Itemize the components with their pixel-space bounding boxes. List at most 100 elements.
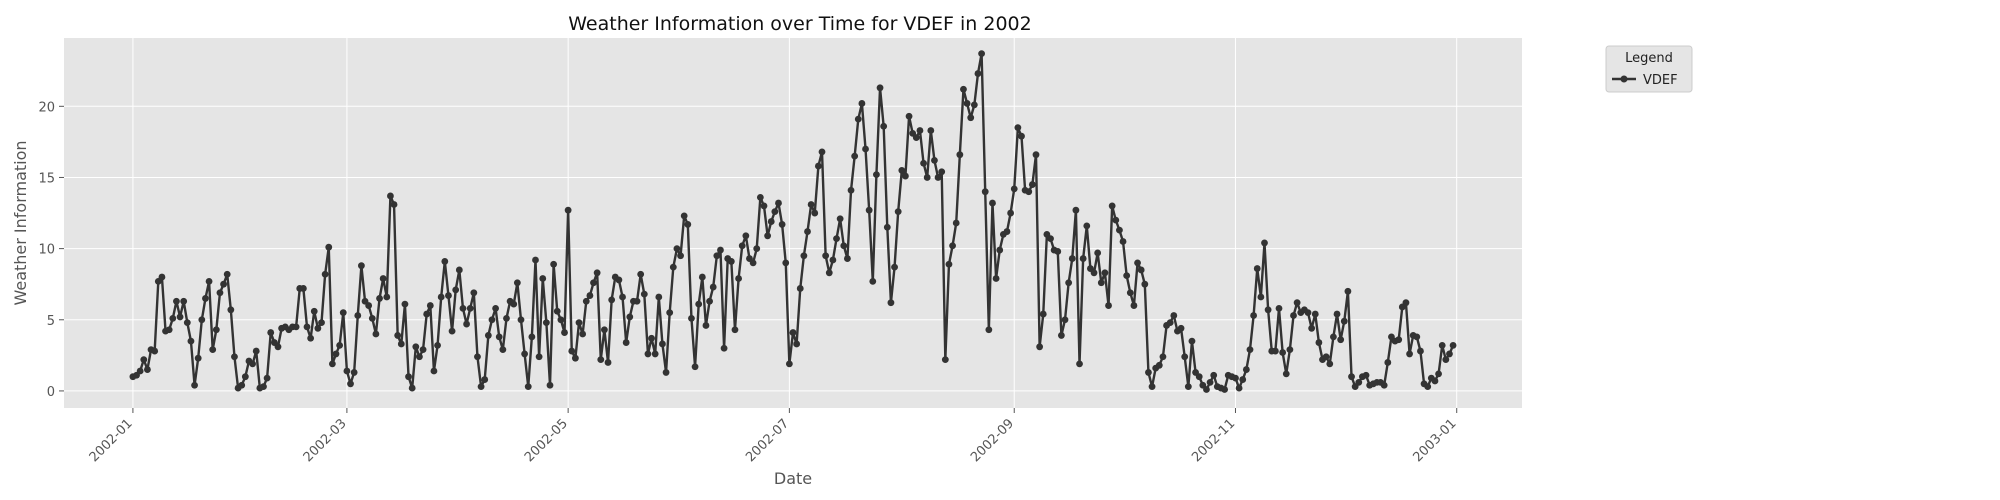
data-point [858,100,866,107]
data-point [455,266,463,274]
data-point [844,255,851,262]
data-point [448,327,456,335]
data-point [1068,255,1076,262]
data-point [1141,280,1149,288]
data-point [463,320,470,328]
data-point [513,279,521,287]
data-point [209,346,217,354]
data-point [365,302,373,309]
data-point [238,381,246,389]
y-tick-label: 10 [38,243,55,258]
x-tick-label: 2002-07 [743,416,792,465]
data-point [1047,235,1054,243]
data-point [934,174,942,181]
data-point [804,228,811,235]
data-point [1330,333,1337,341]
data-point [212,326,220,334]
data-point [408,384,416,392]
data-point [1203,386,1210,393]
legend-box [1605,45,1693,93]
data-point [840,242,848,250]
data-point [960,85,967,93]
data-point [579,330,587,338]
data-point [216,289,224,297]
data-point [655,293,663,301]
data-point [488,316,496,324]
data-point [938,168,946,176]
data-point [1184,383,1192,391]
data-point [931,156,938,164]
data-point [1039,310,1047,318]
data-point [811,209,819,217]
data-point [347,380,354,388]
data-point [753,245,761,253]
data-point [601,326,608,334]
legend-title: Legend [1625,51,1673,66]
data-point [829,256,837,264]
data-point [608,296,616,304]
data-point [814,162,822,170]
data-point [205,277,213,285]
data-point [963,100,971,107]
data-point [510,300,518,308]
data-point [876,84,884,92]
data-point [524,383,532,391]
data-point [557,316,565,324]
data-point [651,350,659,358]
data-point [949,242,956,250]
data-point [1417,347,1424,355]
data-point [292,323,300,331]
data-point [1435,370,1442,378]
data-point [891,263,898,271]
data-point [1250,312,1258,319]
y-axis: 0 5 10 15 20 [38,100,64,400]
data-point [756,193,764,201]
data-point [1384,359,1392,366]
data-point [970,101,978,109]
data-point [1137,266,1145,274]
data-point [662,369,670,376]
data-point [1028,181,1036,188]
data-point [749,259,757,267]
data-point [1446,350,1453,358]
data-point [825,269,833,277]
data-point [717,246,724,254]
data-point [307,334,315,342]
data-point [590,279,597,287]
data-point [191,381,198,389]
data-point [738,242,746,250]
data-point [615,276,623,284]
data-point [956,151,964,159]
data-point [470,289,478,297]
x-tick-label: 2003-01 [1411,416,1460,465]
data-point [387,192,394,200]
x-axis: 2002-01 2002-03 2002-05 2002-07 2002-09 2002-… [87,408,1460,465]
data-point [902,172,909,180]
data-point [328,360,336,368]
data-point [1076,360,1083,368]
data-point [1090,269,1098,277]
data-point [952,219,960,227]
data-point [1025,188,1033,196]
data-point [1362,371,1370,379]
data-point [727,258,735,265]
data-point [564,206,572,214]
data-point [405,373,412,381]
data-point [1348,373,1355,381]
data-point [847,186,855,194]
data-point [542,319,550,327]
data-point [923,174,931,181]
data-point [1177,324,1185,332]
data-point [466,304,474,312]
data-point [673,245,681,253]
data-point [1181,353,1189,361]
data-point [397,340,405,348]
data-point [372,330,380,338]
data-point [709,283,717,291]
data-point [568,347,576,355]
legend: Legend VDEF [1605,45,1693,93]
data-point [1123,272,1131,280]
data-point [713,252,721,260]
